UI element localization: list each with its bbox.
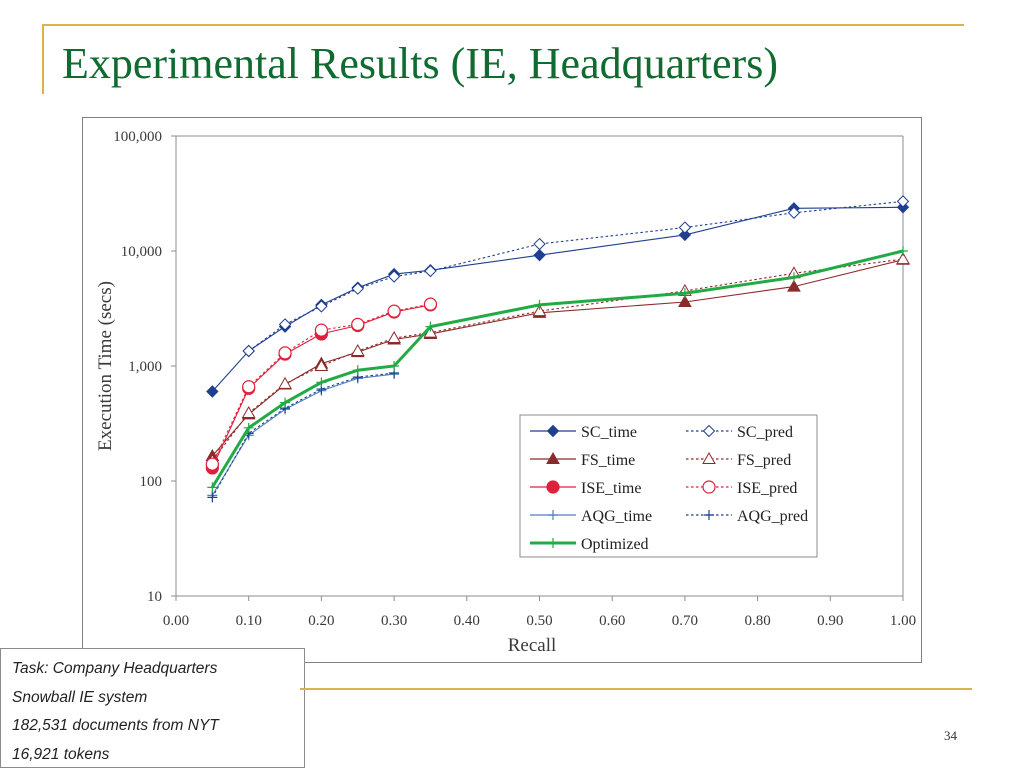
left-rule	[42, 24, 44, 94]
data-point	[206, 458, 218, 470]
y-axis-ticks: 10 100 1,000 10,000 100,000	[113, 129, 176, 605]
series-line-sc-time	[212, 207, 903, 391]
y-tick-label: 10,000	[121, 244, 162, 260]
task-description-box: Task: Company Headquarters Snowball IE s…	[0, 648, 305, 768]
execution-time-chart: 10 100 1,000 10,000 100,000 0.00 0.10 0.20 0.30…	[83, 118, 921, 662]
chart-legend: SC_time SC_pred FS_time FS_pred ISE_time ISE_…	[520, 415, 817, 557]
x-tick-label: 0.20	[308, 613, 334, 629]
x-tick-label: 0.50	[526, 613, 552, 629]
y-tick-label: 100,000	[113, 129, 162, 145]
data-point	[352, 318, 364, 330]
legend-label: AQG_pred	[737, 508, 808, 525]
x-axis-ticks: 0.00 0.10 0.20 0.30 0.40 0.50 0.60 0.70 0.80 0.90…	[163, 596, 916, 629]
x-tick-label: 0.70	[672, 613, 698, 629]
task-line-documents: 182,531 documents from NYT	[12, 712, 304, 741]
legend-label: FS_pred	[737, 452, 791, 469]
data-point	[243, 381, 255, 393]
series-sc-time	[207, 202, 909, 397]
x-tick-label: 0.30	[381, 613, 407, 629]
data-point	[388, 305, 400, 317]
legend-label: Optimized	[581, 536, 649, 553]
x-axis-title: Recall	[508, 635, 557, 656]
y-axis-title: Execution Time (secs)	[95, 281, 116, 451]
data-point	[207, 492, 217, 502]
data-point	[315, 324, 327, 336]
top-rule	[42, 24, 964, 26]
y-tick-label: 10	[147, 589, 162, 605]
chart-frame: 10 100 1,000 10,000 100,000 0.00 0.10 0.20 0.30…	[82, 117, 922, 663]
bottom-rule	[300, 688, 972, 690]
data-point	[535, 300, 545, 310]
task-line-tokens: 16,921 tokens	[12, 741, 304, 769]
data-point	[243, 407, 255, 418]
series-aqg-time	[207, 369, 399, 500]
x-tick-label: 1.00	[890, 613, 916, 629]
x-tick-label: 0.80	[744, 613, 770, 629]
data-point	[534, 250, 545, 261]
y-tick-label: 100	[140, 474, 163, 490]
data-point	[534, 239, 545, 250]
x-tick-label: 0.00	[163, 613, 189, 629]
x-tick-label: 0.60	[599, 613, 625, 629]
y-tick-label: 1,000	[128, 359, 162, 375]
data-point	[898, 246, 908, 256]
legend-marker	[703, 481, 715, 493]
legend-label: ISE_pred	[737, 480, 797, 497]
legend-marker	[547, 481, 559, 493]
slide-title: Experimental Results (IE, Headquarters)	[62, 38, 778, 89]
legend-label: AQG_time	[581, 508, 652, 525]
data-point	[353, 365, 363, 375]
legend-label: ISE_time	[581, 480, 641, 497]
data-point	[388, 332, 400, 343]
data-point	[279, 378, 291, 389]
legend-label: FS_time	[581, 452, 635, 469]
legend-label: SC_time	[581, 424, 637, 441]
data-point	[680, 288, 690, 298]
x-tick-label: 0.90	[817, 613, 843, 629]
task-line-task: Task: Company Headquarters	[12, 655, 304, 684]
data-point	[352, 283, 363, 294]
page-number: 34	[944, 728, 957, 744]
task-line-system: Snowball IE system	[12, 684, 304, 713]
series-sc-pred	[243, 196, 908, 357]
x-tick-label: 0.40	[454, 613, 480, 629]
data-point	[279, 347, 291, 359]
series-aqg-pred	[207, 368, 399, 502]
x-tick-label: 0.10	[236, 613, 262, 629]
data-point	[679, 222, 690, 233]
legend-label: SC_pred	[737, 424, 793, 441]
data-point	[424, 298, 436, 310]
data-point	[425, 266, 436, 277]
